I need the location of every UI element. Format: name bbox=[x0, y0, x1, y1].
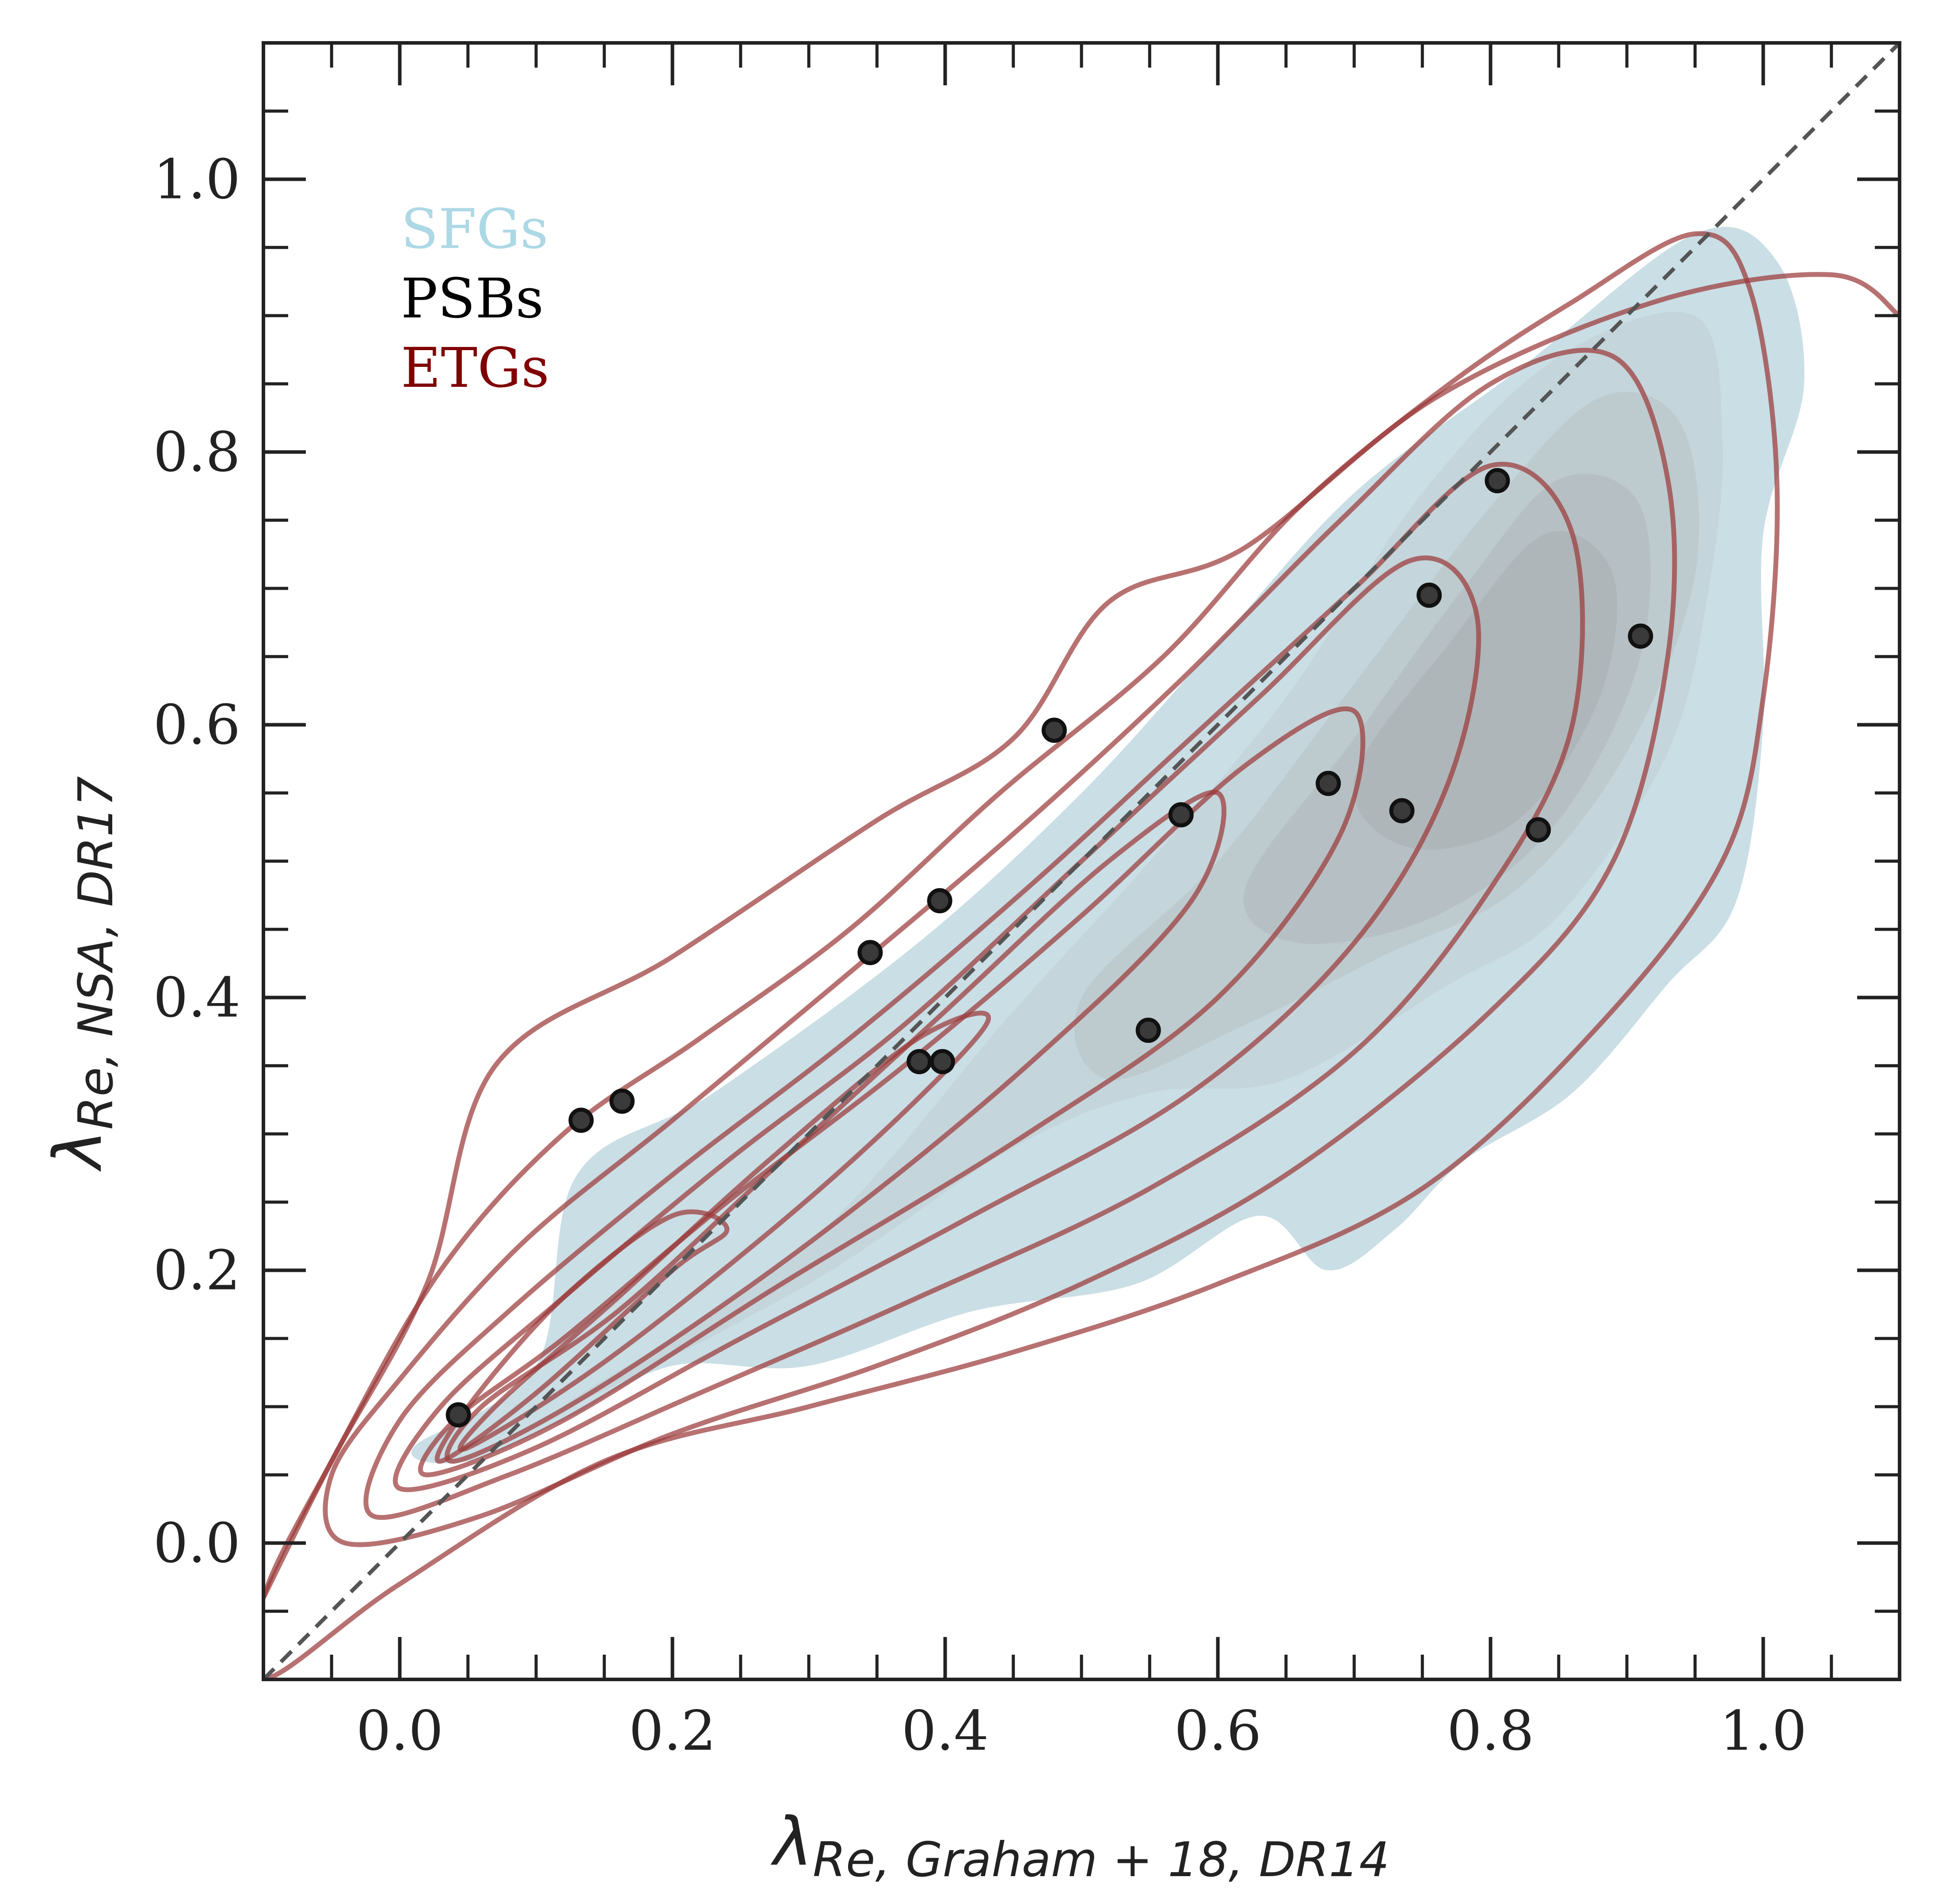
y-tick-label-2: 0.4 bbox=[153, 966, 240, 1030]
y-tick-label-0: 0.0 bbox=[153, 1512, 240, 1576]
psb-point-2 bbox=[568, 1107, 594, 1133]
x-tick-label-4: 0.8 bbox=[1447, 1699, 1534, 1763]
psb-point-12 bbox=[1389, 798, 1415, 824]
psb-point-3 bbox=[609, 1088, 635, 1114]
psb-point-13 bbox=[1417, 582, 1442, 608]
y-axis-label-symbol: λ bbox=[40, 1129, 117, 1172]
one-to-one-reference-line bbox=[263, 43, 1900, 1679]
psb-point-11 bbox=[1315, 771, 1341, 796]
plot-area bbox=[263, 43, 1900, 1679]
psb-point-4 bbox=[857, 940, 883, 965]
etg-contour-level-5 bbox=[392, 555, 1481, 1492]
y-tick-label-1: 0.2 bbox=[153, 1239, 240, 1303]
x-axis-label: λRe, Graham + 18, DR14 bbox=[770, 1804, 1390, 1888]
psb-scatter-points bbox=[446, 468, 1653, 1428]
y-tick-label-3: 0.6 bbox=[153, 694, 240, 757]
y-axis-label-subscript: Re, NSA, DR17 bbox=[69, 776, 124, 1130]
etg-contour-level-9 bbox=[434, 1209, 730, 1464]
x-axis-label-symbol: λ bbox=[770, 1804, 813, 1881]
sfg-contour-level-5 bbox=[1353, 531, 1618, 850]
psb-point-7 bbox=[927, 888, 952, 913]
x-tick-label-3: 0.6 bbox=[1174, 1699, 1261, 1763]
psb-point-16 bbox=[1628, 623, 1653, 649]
legend-entry-psbs: PSBs bbox=[401, 267, 544, 331]
legend-entry-etgs: ETGs bbox=[401, 336, 549, 400]
etg-contour-level-7 bbox=[444, 790, 1226, 1464]
x-tick-label-2: 0.4 bbox=[902, 1699, 989, 1763]
psb-point-6 bbox=[929, 1049, 955, 1074]
legend: SFGs PSBs ETGs bbox=[401, 198, 549, 400]
x-tick-label-1: 0.2 bbox=[629, 1699, 716, 1763]
psb-point-14 bbox=[1485, 468, 1510, 493]
plot-frame bbox=[262, 41, 1901, 1681]
y-tick-label-4: 0.8 bbox=[153, 421, 240, 485]
etg-contour-level-3 bbox=[323, 347, 1677, 1547]
etg-contour-level-1 bbox=[263, 272, 1900, 1599]
psb-point-5 bbox=[906, 1049, 932, 1074]
y-axis-label: λRe, NSA, DR17 bbox=[40, 776, 124, 1172]
axis-ticks bbox=[262, 41, 1901, 1681]
x-tick-label-0: 0.0 bbox=[356, 1699, 443, 1763]
etg-contour-level-4 bbox=[363, 462, 1585, 1520]
y-tick-label-5: 1.0 bbox=[153, 148, 240, 212]
psb-point-1 bbox=[446, 1402, 471, 1428]
psb-point-9 bbox=[1135, 1018, 1161, 1043]
etg-contour-level-8 bbox=[457, 1011, 991, 1452]
psb-point-15 bbox=[1525, 817, 1551, 843]
x-tick-label-5: 1.0 bbox=[1720, 1699, 1807, 1763]
axis-tick-labels: 0.0 0.2 0.4 0.6 0.8 1.0 0.0 0.2 0.4 0.6 0.8 1.0 bbox=[153, 148, 1807, 1763]
legend-entry-sfgs: SFGs bbox=[401, 198, 548, 261]
psb-point-8 bbox=[1041, 717, 1067, 743]
psb-point-10 bbox=[1168, 802, 1194, 828]
x-axis-label-subscript: Re, Graham + 18, DR14 bbox=[813, 1832, 1390, 1888]
